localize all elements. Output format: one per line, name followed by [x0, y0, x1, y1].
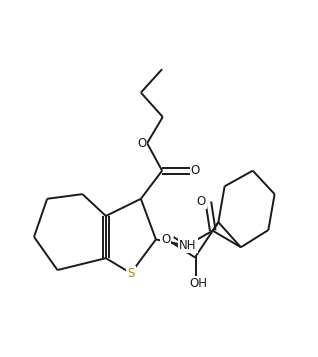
Text: O: O [190, 164, 200, 177]
Text: S: S [127, 267, 135, 280]
Text: O: O [137, 137, 146, 150]
Text: O: O [197, 195, 206, 208]
Text: NH: NH [179, 239, 197, 252]
Text: OH: OH [189, 277, 207, 290]
Text: O: O [161, 233, 170, 246]
